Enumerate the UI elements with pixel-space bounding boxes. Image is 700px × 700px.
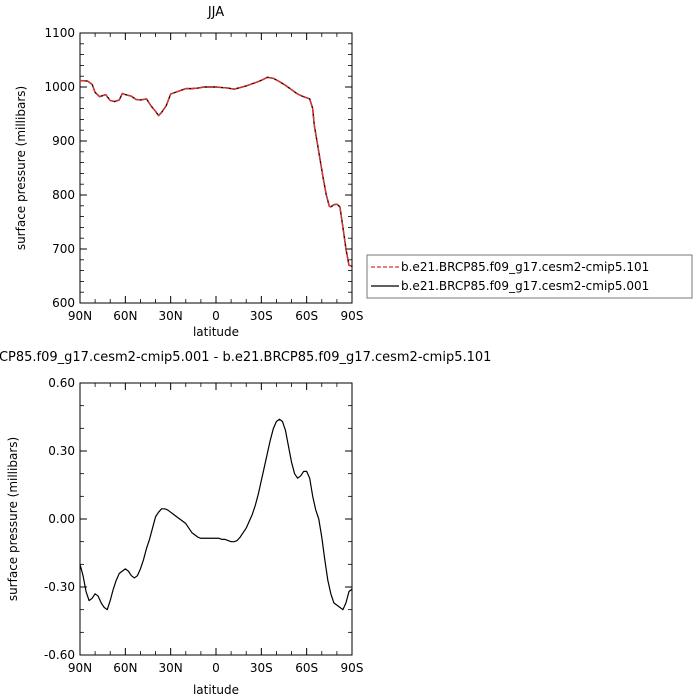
- top-plot-frame: [79, 32, 353, 304]
- x-tick-label: 60N: [113, 309, 137, 323]
- x-tick-label: 90N: [68, 309, 92, 323]
- legend-box: [366, 254, 693, 299]
- legend-label-101: b.e21.BRCP85.f09_g17.cesm2-cmip5.101: [401, 260, 649, 274]
- y-tick-label: 1100: [44, 26, 75, 40]
- bottom-axis-ticks: [79, 382, 353, 656]
- y-tick-label: 600: [52, 296, 75, 310]
- bottom-series-lines: [79, 418, 353, 611]
- x-tick-label: 30N: [159, 661, 183, 675]
- x-tick-label: 90S: [341, 309, 364, 323]
- bottom-y-tick-labels: -0.60 -0.30 0.00 0.30 0.60: [44, 376, 75, 662]
- top-x-axis-label: latitude: [193, 325, 239, 339]
- bottom-chart-title: b.e21.BRCP85.f09_g17.cesm2-cmip5.001 - b…: [0, 350, 491, 365]
- y-tick-label: -0.30: [44, 580, 75, 594]
- x-tick-label: 0: [212, 309, 220, 323]
- legend: b.e21.BRCP85.f09_g17.cesm2-cmip5.101 b.e…: [366, 254, 693, 299]
- top-panel: JJA 90N 60N 30N 0 30S 60S 90S 600 700 800 900 1000…: [14, 5, 363, 339]
- top-axis-ticks: [79, 32, 353, 304]
- x-tick-label: 90S: [341, 661, 364, 675]
- y-tick-label: 0.00: [48, 512, 75, 526]
- x-tick-label: 90N: [68, 661, 92, 675]
- y-tick-label: 900: [52, 134, 75, 148]
- legend-label-001: b.e21.BRCP85.f09_g17.cesm2-cmip5.001: [401, 279, 649, 293]
- y-tick-label: 800: [52, 188, 75, 202]
- x-tick-label: 30N: [159, 309, 183, 323]
- y-tick-label: -0.60: [44, 648, 75, 662]
- x-tick-label: 30S: [250, 309, 273, 323]
- y-tick-label: 1000: [44, 80, 75, 94]
- top-chart-title: JJA: [207, 5, 224, 20]
- bottom-x-tick-labels: 90N 60N 30N 0 30S 60S 90S: [68, 661, 364, 675]
- top-series-line-0: [79, 76, 353, 267]
- top-x-tick-labels: 90N 60N 30N 0 30S 60S 90S: [68, 309, 364, 323]
- bottom-plot-frame: [79, 382, 353, 656]
- bottom-x-axis-label: latitude: [193, 683, 239, 697]
- bottom-y-axis-label: surface pressure (millibars): [6, 437, 20, 601]
- y-tick-label: 0.60: [48, 376, 75, 390]
- top-series-lines: [79, 76, 353, 267]
- y-tick-label: 700: [52, 242, 75, 256]
- x-tick-label: 60S: [295, 661, 318, 675]
- top-y-tick-labels: 600 700 800 900 1000 1100: [44, 26, 75, 310]
- bottom-series-line-0: [79, 418, 353, 611]
- bottom-panel: b.e21.BRCP85.f09_g17.cesm2-cmip5.001 - b…: [0, 350, 491, 697]
- y-tick-label: 0.30: [48, 444, 75, 458]
- x-tick-label: 0: [212, 661, 220, 675]
- top-y-axis-label: surface pressure (millibars): [14, 86, 28, 250]
- x-tick-label: 30S: [250, 661, 273, 675]
- x-tick-label: 60S: [295, 309, 318, 323]
- x-tick-label: 60N: [113, 661, 137, 675]
